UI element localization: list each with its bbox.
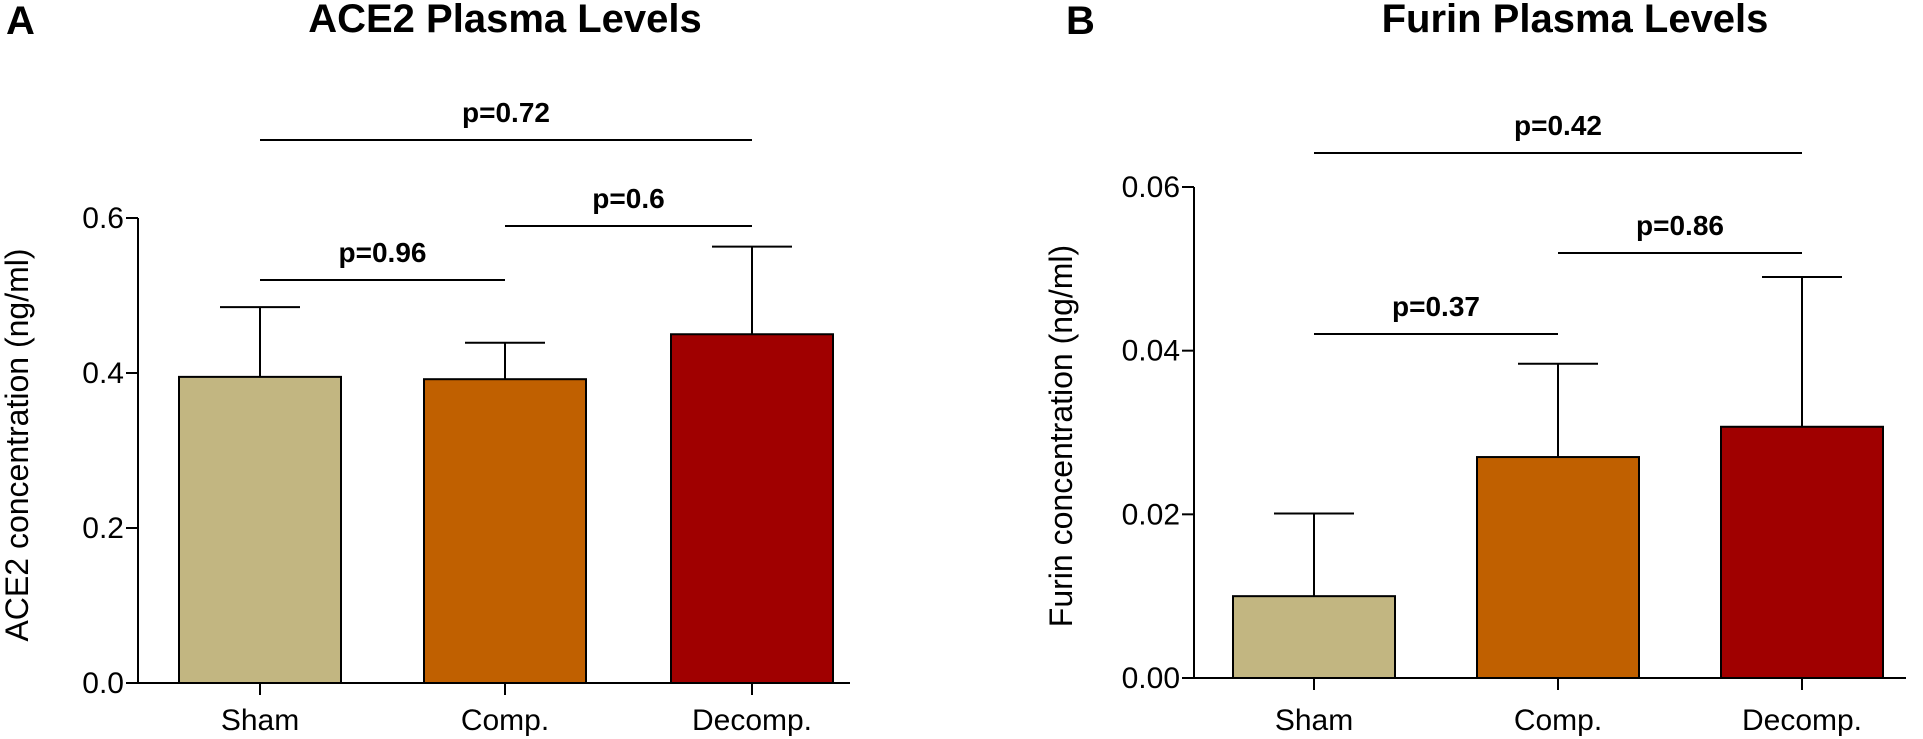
panel-a-y-axis-label: ACE2 concentration (ng/ml) (0, 248, 35, 641)
panel-a-y-tick-label: 0.0 (82, 667, 124, 700)
panel-a-letter: A (6, 0, 35, 43)
panel-b-y-tick-label: 0.06 (1122, 171, 1180, 204)
panel-a-p-value: p=0.96 (339, 237, 427, 268)
panel-b-category-label: Sham (1275, 704, 1353, 737)
panel-a-y-tick-label: 0.2 (82, 512, 124, 545)
panel-b-bar-comp (1477, 457, 1639, 678)
panel-b-y-tick-label: 0.00 (1122, 662, 1180, 695)
panel-b-p-value: p=0.86 (1636, 210, 1724, 241)
panel-b-bar-decomp (1721, 427, 1883, 678)
panel-a-category-label: Sham (221, 704, 299, 737)
panel-a-p-value: p=0.72 (462, 97, 550, 128)
panel-b-y-axis-label: Furin concentration (ng/ml) (1043, 245, 1079, 627)
panel-a-title: ACE2 Plasma Levels (308, 0, 702, 41)
panel-b-y-tick-label: 0.02 (1122, 498, 1180, 531)
panel-b: B Furin Plasma Levels Furin concentratio… (1043, 0, 1906, 737)
panel-b-letter: B (1066, 0, 1095, 43)
panel-a-p-value: p=0.6 (592, 183, 664, 214)
panel-a-bar-decomp (671, 334, 833, 683)
panel-b-y-tick-label: 0.04 (1122, 335, 1180, 368)
panel-a-plot: 0.0 0.2 0.4 0.6 Sham Comp. Decomp. p=0.96 p=0.6 p… (82, 97, 850, 737)
figure: A ACE2 Plasma Levels ACE2 concentration … (0, 0, 1923, 739)
panel-b-p-value: p=0.42 (1514, 110, 1602, 141)
panel-a-y-tick-label: 0.6 (82, 202, 124, 235)
panel-a: A ACE2 Plasma Levels ACE2 concentration … (0, 0, 850, 737)
panel-a-category-label: Comp. (461, 704, 549, 737)
panel-b-category-label: Comp. (1514, 704, 1602, 737)
panel-b-plot: 0.00 0.02 0.04 0.06 Sham Comp. Decomp. p=0.37 p=… (1122, 110, 1906, 737)
panel-a-bar-sham (179, 377, 341, 683)
panel-b-category-label: Decomp. (1742, 704, 1862, 737)
panel-b-p-value: p=0.37 (1392, 291, 1480, 322)
panel-b-title: Furin Plasma Levels (1382, 0, 1769, 41)
panel-a-y-tick-label: 0.4 (82, 357, 124, 390)
panel-b-bar-sham (1233, 596, 1395, 678)
panel-a-category-label: Decomp. (692, 704, 812, 737)
panel-a-bar-comp (424, 379, 586, 683)
